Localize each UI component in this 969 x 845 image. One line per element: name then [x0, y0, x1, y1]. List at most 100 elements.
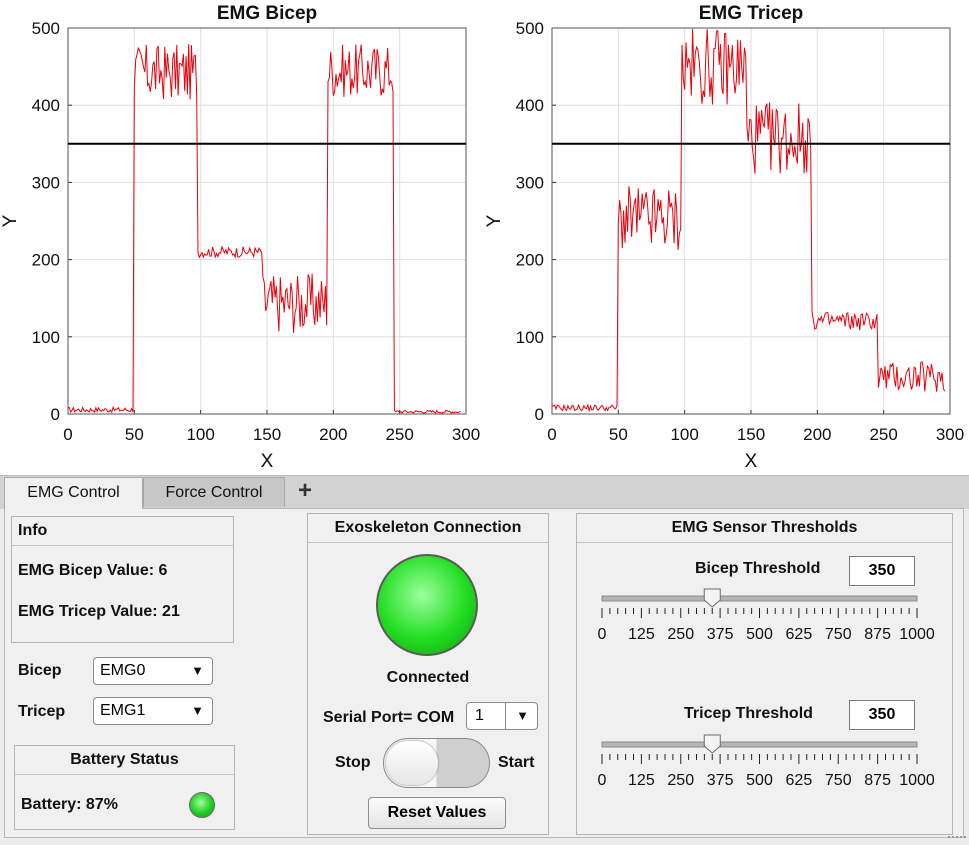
- slider-tick-label: 1000: [899, 772, 935, 789]
- bicep-channel-dropdown[interactable]: EMG0 ▼: [93, 657, 213, 685]
- x-tick-label: 250: [869, 425, 897, 444]
- chevron-down-icon: ▼: [191, 703, 204, 718]
- x-axis-label: X: [261, 451, 274, 472]
- x-tick-label: 100: [670, 425, 698, 444]
- slider-tick-label: 875: [864, 626, 891, 643]
- y-tick-label: 0: [51, 405, 60, 424]
- slider-tick-label: 750: [825, 626, 852, 643]
- tricep-channel-label: Tricep: [18, 703, 66, 720]
- y-tick-label: 100: [516, 328, 544, 347]
- bicep-threshold-field[interactable]: 350: [849, 556, 915, 586]
- serial-port-value: 1: [475, 707, 484, 724]
- slider-tick-label: 500: [746, 626, 773, 643]
- x-tick-label: 150: [253, 425, 281, 444]
- slider-tick-label: 875: [864, 772, 891, 789]
- y-tick-label: 300: [516, 173, 544, 192]
- tab-emg-control[interactable]: EMG Control: [4, 477, 143, 509]
- x-axis-label: X: [745, 451, 758, 472]
- battery-level: Battery: 87%: [21, 796, 118, 813]
- emg-tricep-chart: EMG Tricep 0 50 100 150 200 250 300 0 100 200 300 40…: [484, 3, 964, 472]
- switch-knob[interactable]: [386, 741, 438, 785]
- tricep-channel-dropdown[interactable]: EMG1 ▼: [93, 697, 213, 725]
- y-tick-label: 200: [32, 251, 60, 270]
- serial-port-dropdown[interactable]: 1 ▼: [466, 702, 538, 730]
- y-tick-label: 500: [516, 19, 544, 38]
- slider-tick-label: 1000: [899, 626, 935, 643]
- plot-frame: [551, 27, 951, 415]
- y-axis-label: Y: [484, 214, 505, 227]
- slider-track: [601, 741, 918, 748]
- x-tick-label: 200: [319, 425, 347, 444]
- battery-lamp-icon: [189, 792, 215, 818]
- x-tick-label: 300: [936, 425, 964, 444]
- emg-thresholds-title: EMG Sensor Thresholds: [577, 514, 952, 543]
- connection-status: Connected: [386, 669, 470, 686]
- dropdown-divider: [505, 703, 506, 729]
- bicep-channel-label: Bicep: [18, 662, 62, 679]
- slider-tick-label: 125: [628, 626, 655, 643]
- y-tick-label: 500: [32, 19, 60, 38]
- chevron-down-icon: ▼: [191, 663, 204, 678]
- bicep-channel-value: EMG0: [100, 662, 146, 679]
- emg-thresholds-panel: EMG Sensor Thresholds Bicep Threshold 35…: [576, 513, 953, 835]
- emg-bicep-chart: EMG Bicep 0 50 100 150 200 250 300 0 100 200 300 400…: [0, 3, 480, 472]
- x-tick-label: 50: [609, 425, 628, 444]
- slider-tick-label: 375: [707, 626, 734, 643]
- tricep-threshold-label: Tricep Threshold: [684, 705, 813, 722]
- x-tick-label: 100: [186, 425, 214, 444]
- slider-tick-label: 625: [786, 772, 813, 789]
- slider-tick-label: 250: [667, 626, 694, 643]
- x-tick-label: 300: [452, 425, 480, 444]
- connection-lamp-icon: [376, 554, 478, 656]
- x-tick-label: 200: [803, 425, 831, 444]
- slider-thumb[interactable]: [703, 734, 721, 754]
- start-label: Start: [498, 754, 535, 771]
- emg-bicep-value: EMG Bicep Value: 6: [18, 562, 168, 579]
- info-panel-title: Info: [12, 517, 233, 546]
- battery-status-title: Battery Status: [15, 746, 234, 775]
- slider-tick-label: 500: [746, 772, 773, 789]
- exoskeleton-connection-panel: Exoskeleton Connection Connected Serial …: [307, 513, 549, 835]
- slider-tick-label: 375: [707, 772, 734, 789]
- slider-thumb[interactable]: [703, 588, 721, 608]
- chart-title: EMG Tricep: [699, 3, 804, 24]
- x-tick-label: 150: [737, 425, 765, 444]
- resize-grip-icon[interactable]: [948, 836, 966, 844]
- y-tick-label: 200: [516, 251, 544, 270]
- chevron-down-icon: ▼: [516, 708, 529, 723]
- y-tick-label: 100: [32, 328, 60, 347]
- slider-tick-label: 125: [628, 772, 655, 789]
- x-tick-label: 0: [63, 425, 72, 444]
- tricep-channel-value: EMG1: [100, 702, 146, 719]
- reset-values-button[interactable]: Reset Values: [368, 797, 506, 829]
- emg-signal-line: [67, 44, 461, 414]
- exoskeleton-connection-title: Exoskeleton Connection: [308, 514, 548, 543]
- y-tick-label: 300: [32, 173, 60, 192]
- bicep-threshold-label: Bicep Threshold: [695, 560, 821, 577]
- plot-frame: [67, 27, 467, 415]
- y-axis-label: Y: [0, 214, 21, 227]
- y-tick-label: 400: [516, 96, 544, 115]
- chart-title: EMG Bicep: [217, 3, 317, 24]
- y-tick-label: 400: [32, 96, 60, 115]
- bicep-threshold-slider[interactable]: 0 125 250 375 500 625 750 875 1000: [593, 586, 943, 648]
- emg-signal-line: [551, 28, 946, 413]
- add-tab-button[interactable]: +: [297, 477, 312, 504]
- emg-tricep-value: EMG Tricep Value: 21: [18, 603, 180, 620]
- tab-force-control[interactable]: Force Control: [143, 477, 285, 507]
- slider-tick-label: 750: [825, 772, 852, 789]
- slider-tick-label: 0: [598, 772, 607, 789]
- tricep-threshold-slider[interactable]: 0 125 250 375 500 625 750 875 1000: [593, 732, 943, 794]
- start-stop-switch[interactable]: [383, 738, 490, 788]
- serial-port-label: Serial Port= COM: [323, 709, 455, 726]
- slider-tick-label: 0: [598, 626, 607, 643]
- slider-tick-label: 625: [786, 626, 813, 643]
- slider-tick-label: 250: [667, 772, 694, 789]
- tricep-threshold-field[interactable]: 350: [849, 700, 915, 730]
- info-panel: Info EMG Bicep Value: 6 EMG Tricep Value…: [11, 516, 234, 643]
- stop-label: Stop: [335, 754, 371, 771]
- x-tick-label: 50: [125, 425, 144, 444]
- y-tick-label: 0: [535, 405, 544, 424]
- slider-track: [601, 595, 918, 602]
- battery-status-panel: Battery Status Battery: 87%: [14, 745, 235, 830]
